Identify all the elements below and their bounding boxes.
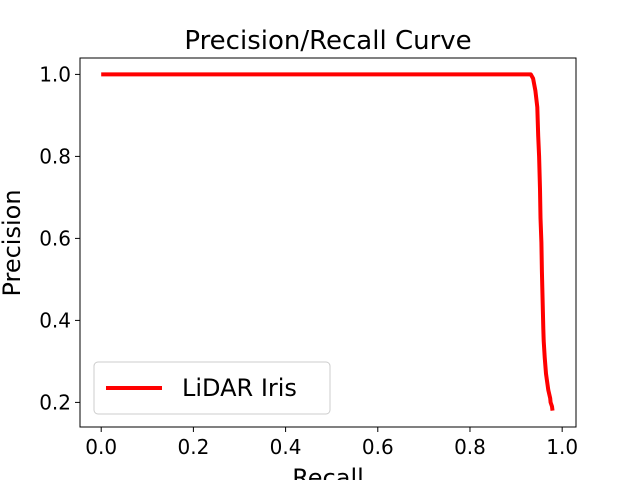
y-tick-label: 0.8 [39, 144, 71, 168]
x-tick-label: 0.2 [177, 435, 209, 459]
chart-title: Precision/Recall Curve [184, 26, 471, 56]
x-axis-ticks: 0.0 0.2 0.4 0.6 0.8 1.0 [85, 427, 578, 459]
legend: LiDAR Iris [93, 361, 331, 415]
x-tick-label: 0.0 [85, 435, 117, 459]
series-layer [101, 72, 555, 411]
plot-frame [79, 57, 577, 428]
y-tick-label: 1.0 [39, 62, 71, 86]
legend-label-lidar-iris: LiDAR Iris [182, 374, 297, 402]
x-tick-label: 0.8 [454, 435, 486, 459]
series-line-lidar-iris [101, 72, 555, 411]
legend-box [93, 361, 331, 415]
y-tick-label: 0.4 [39, 308, 71, 332]
y-tick-label: 0.6 [39, 226, 71, 250]
x-axis-label: Recall [292, 464, 364, 480]
y-tick-label: 0.2 [39, 390, 71, 414]
y-axis-ticks: 0.2 0.4 0.6 0.8 1.0 [39, 62, 80, 414]
y-axis-label: Precision [0, 189, 26, 296]
x-tick-label: 1.0 [546, 435, 578, 459]
x-tick-label: 0.4 [270, 435, 302, 459]
x-tick-label: 0.6 [362, 435, 394, 459]
